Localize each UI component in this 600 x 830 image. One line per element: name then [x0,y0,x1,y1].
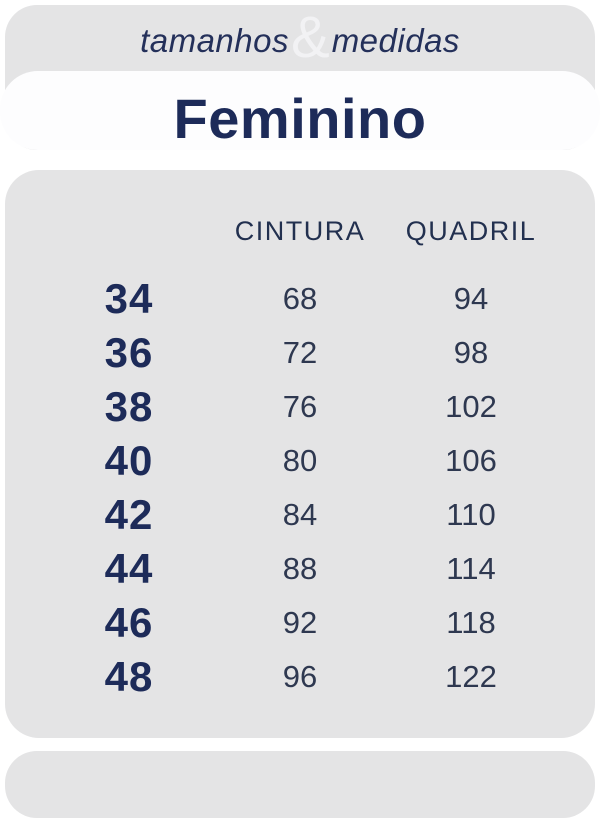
quadril-value: 114 [446,551,496,586]
section-banner: Feminino [0,71,600,150]
table-row: 44 88 114 [5,542,595,596]
table-row: 46 92 118 [5,596,595,650]
title-word-tamanhos: tamanhos [140,22,289,59]
cintura-value: 68 [282,281,318,316]
quadril-value: 110 [446,497,496,532]
table-row: 36 72 98 [5,326,595,380]
table-row: 48 96 122 [5,650,595,704]
table-header-row: CINTURA QUADRIL [5,212,595,250]
table-body: 34 68 94 36 72 98 38 76 102 40 80 106 42 84 110 44 88 114… [5,272,595,704]
cintura-value: 72 [282,335,318,370]
size-value: 44 [104,545,154,592]
quadril-value: 94 [453,281,489,316]
size-value: 48 [104,653,154,700]
cintura-value: 96 [282,659,318,694]
page-title: tamanhos & medidas [5,5,595,72]
size-value: 36 [104,329,154,376]
table-row: 38 76 102 [5,380,595,434]
quadril-value: 106 [445,443,497,478]
size-value: 46 [104,599,154,646]
size-value: 42 [104,491,154,538]
size-value: 38 [104,383,154,430]
quadril-value: 102 [445,389,497,424]
size-value: 34 [104,275,154,322]
title-word-medidas: medidas [331,22,460,59]
quadril-value: 118 [446,605,496,640]
title-ampersand: & [291,5,330,70]
table-row: 34 68 94 [5,272,595,326]
column-header-cintura: CINTURA [234,215,366,246]
column-header-quadril: QUADRIL [405,215,537,246]
quadril-value: 98 [453,335,489,370]
cintura-value: 80 [282,443,318,478]
next-card-peek [5,751,595,818]
cintura-value: 88 [282,551,318,586]
section-title: Feminino [173,87,427,150]
cintura-value: 76 [282,389,318,424]
quadril-value: 122 [445,659,497,694]
table-row: 42 84 110 [5,488,595,542]
table-row: 40 80 106 [5,434,595,488]
size-table-card: CINTURA QUADRIL 34 68 94 36 72 98 38 76 102 40 80 1… [5,170,595,738]
size-value: 40 [104,437,154,484]
cintura-value: 84 [282,497,318,532]
cintura-value: 92 [282,605,318,640]
